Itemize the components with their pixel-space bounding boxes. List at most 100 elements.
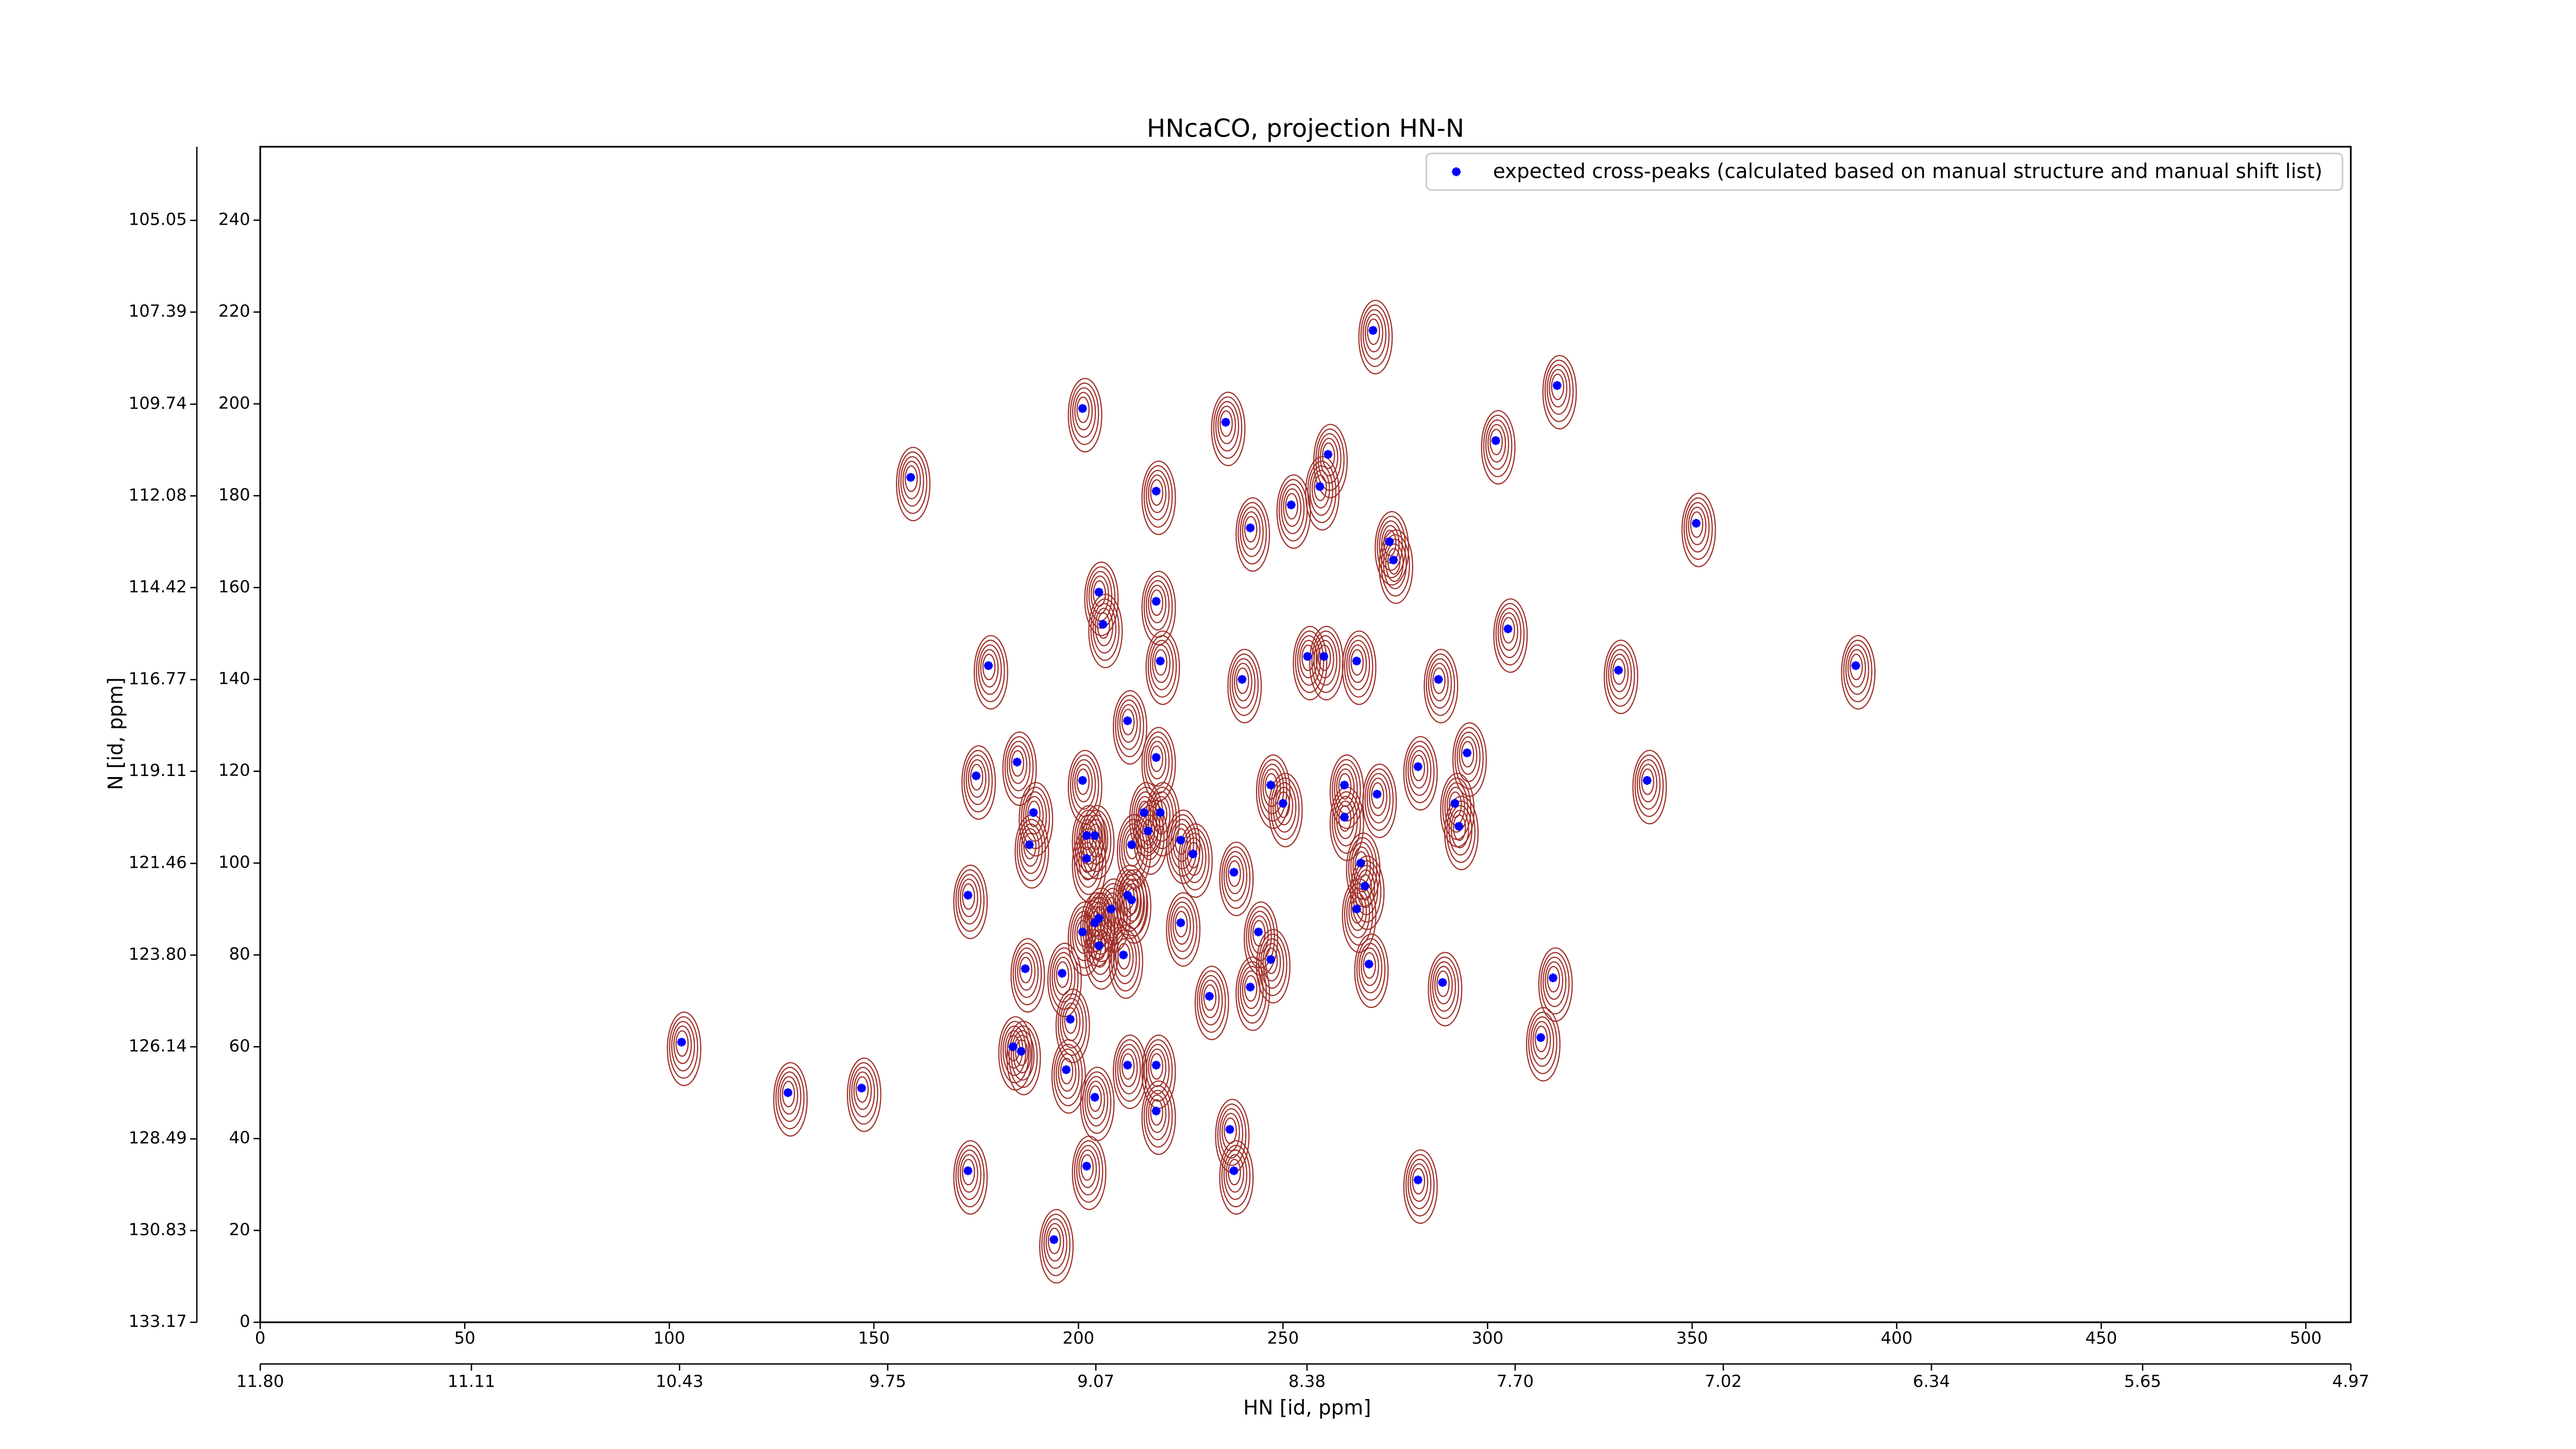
cross-peak	[1352, 656, 1361, 666]
cross-peak	[1254, 928, 1263, 937]
contour	[1119, 704, 1138, 743]
contour	[1364, 768, 1394, 831]
cross-peak	[1221, 418, 1230, 427]
cross-peak	[1029, 808, 1038, 817]
contour	[1070, 382, 1099, 445]
contour	[1217, 406, 1236, 444]
contour	[1408, 745, 1432, 796]
contour	[1039, 1209, 1074, 1284]
x2-tick-label: 7.70	[1497, 1372, 1534, 1391]
contour	[1845, 644, 1870, 695]
cross-peak	[1205, 991, 1214, 1001]
y2-tick-label: 123.80	[129, 945, 187, 964]
contour	[1116, 814, 1151, 889]
contour	[1381, 534, 1410, 597]
contour	[978, 644, 1002, 695]
y2-tick-label: 116.77	[129, 669, 187, 688]
contour	[1223, 851, 1248, 902]
contour	[904, 465, 918, 492]
chart-title: HNcaCO, projection HN-N	[1147, 114, 1464, 143]
cross-peak	[1082, 831, 1091, 840]
contour	[1094, 608, 1113, 647]
contour	[1219, 1140, 1254, 1215]
y2-tick-label: 107.39	[129, 301, 187, 321]
cross-peak	[1463, 748, 1472, 757]
contour	[1293, 626, 1328, 701]
y2-tick-label: 130.83	[129, 1220, 187, 1239]
contour	[1231, 658, 1256, 709]
cross-peak	[1851, 661, 1860, 670]
contour	[1364, 314, 1383, 352]
contour	[1074, 1140, 1104, 1203]
contour	[1076, 768, 1090, 795]
y-tick-label: 140	[218, 668, 250, 688]
cross-peak	[1340, 781, 1349, 789]
contour	[1412, 1168, 1426, 1195]
contour	[1331, 791, 1361, 854]
contour	[1021, 828, 1040, 867]
contour	[1058, 1053, 1077, 1092]
x-tick-label: 350	[1676, 1328, 1708, 1347]
contour	[1497, 608, 1522, 659]
contour	[1459, 736, 1478, 775]
contour	[1368, 778, 1387, 816]
contour	[667, 1012, 702, 1086]
contour	[1082, 1071, 1112, 1134]
contour	[1495, 603, 1525, 666]
x-tick-label: 250	[1267, 1328, 1299, 1347]
cross-peak	[1094, 587, 1104, 597]
cross-peak	[1025, 840, 1034, 849]
contour	[1547, 966, 1561, 993]
cross-peak	[1372, 789, 1382, 799]
contour	[1532, 1021, 1551, 1060]
contour	[1056, 1048, 1080, 1099]
contour	[1084, 1076, 1109, 1127]
contour	[1285, 493, 1298, 520]
contour	[1350, 649, 1364, 676]
contour	[1054, 956, 1073, 996]
contour	[1444, 796, 1479, 870]
contour	[1166, 892, 1201, 967]
legend-label: expected cross-peaks (calculated based o…	[1493, 160, 2323, 183]
cross-peak	[1413, 762, 1422, 771]
y-tick-label: 160	[218, 577, 250, 596]
x2-tick-label: 5.65	[2124, 1372, 2161, 1391]
contour	[1052, 952, 1076, 1003]
contour	[1305, 456, 1340, 531]
contour	[1334, 796, 1358, 847]
contour	[902, 461, 921, 499]
cross-peak	[1389, 555, 1398, 565]
contour	[965, 754, 990, 805]
cross-peak	[1503, 625, 1513, 633]
contour	[1072, 1135, 1107, 1210]
contour	[1225, 1154, 1244, 1193]
contour	[1002, 731, 1037, 806]
contour	[1493, 598, 1528, 673]
contour	[1150, 479, 1163, 506]
cross-peak	[1143, 827, 1153, 835]
contour	[959, 1154, 978, 1193]
contour	[1436, 970, 1450, 997]
contour	[1359, 874, 1372, 901]
contour	[980, 649, 999, 688]
contour	[1236, 667, 1249, 694]
contour	[1262, 768, 1281, 807]
contour	[1070, 906, 1099, 969]
contour	[1489, 428, 1503, 456]
contour	[1456, 731, 1481, 782]
y-tick-label: 220	[218, 301, 250, 321]
contour	[1377, 515, 1406, 579]
contour	[1215, 401, 1240, 452]
contour	[1221, 1144, 1251, 1208]
contour	[1213, 396, 1243, 459]
contour	[1047, 1227, 1061, 1254]
contour	[1385, 543, 1404, 582]
contour	[1025, 796, 1044, 835]
cross-peak	[1098, 620, 1108, 629]
contour	[900, 456, 924, 507]
contour	[1361, 947, 1379, 986]
contour	[1149, 639, 1174, 690]
contour	[1089, 1085, 1102, 1112]
contour	[1199, 975, 1223, 1026]
